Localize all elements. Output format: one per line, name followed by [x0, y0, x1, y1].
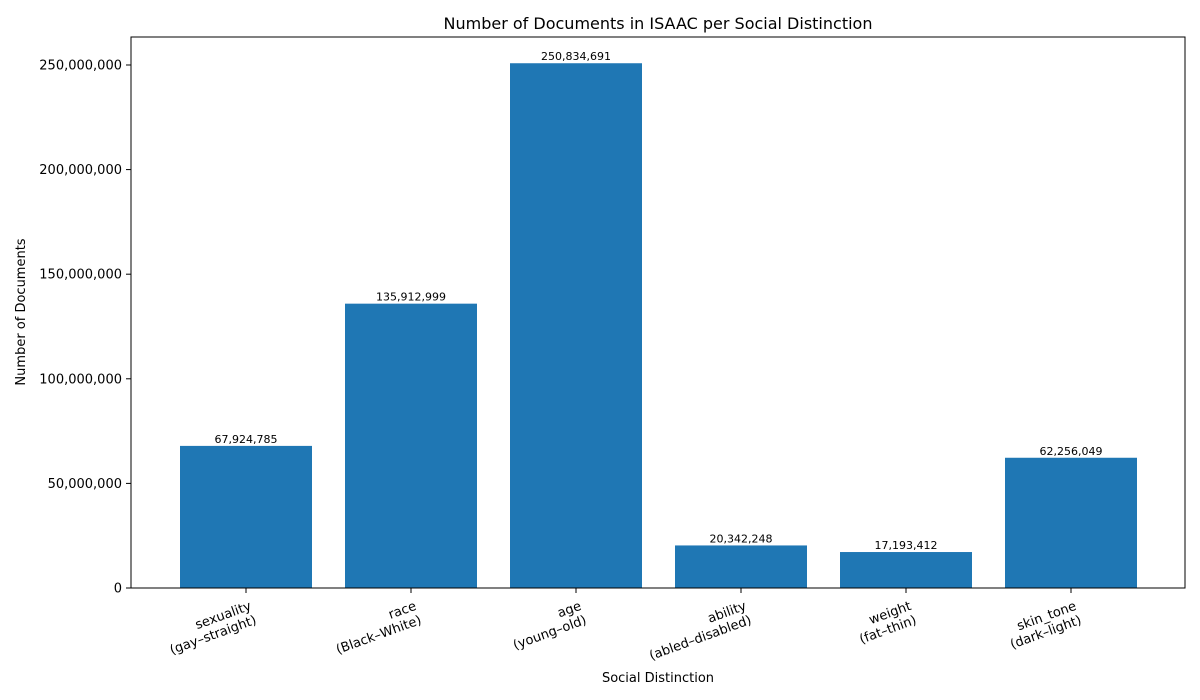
bars-group — [180, 63, 1137, 588]
x-tick-label-line-3-1: (abled–disabled) — [647, 613, 753, 664]
x-tick-label-1: race(Black–White) — [334, 599, 423, 658]
x-tick-label-2: age(young–old) — [511, 599, 588, 653]
y-tick-label-2: 100,000,000 — [39, 372, 122, 387]
plot-frame — [130, 36, 1186, 589]
y-tick-label-1: 50,000,000 — [48, 477, 122, 492]
bar-value-label-2: 250,834,691 — [541, 50, 611, 63]
bar-1 — [345, 303, 477, 588]
bar-2 — [510, 63, 642, 588]
x-axis-label: Social Distinction — [602, 671, 714, 686]
y-tick-label-3: 150,000,000 — [39, 268, 122, 283]
y-tick-label-4: 200,000,000 — [39, 163, 122, 178]
bar-value-label-1: 135,912,999 — [376, 291, 446, 304]
x-tick-label-line-1-1: (Black–White) — [334, 613, 423, 658]
bar-value-label-4: 17,193,412 — [875, 539, 938, 552]
x-tick-label-4: weight(fat–thin) — [858, 599, 919, 648]
x-axis: sexuality(gay–straight) race(Black–White)… — [168, 588, 1084, 664]
bar-4 — [840, 552, 972, 588]
bar-5 — [1005, 457, 1137, 588]
y-axis: 0 50,000,000 100,000,000 150,000,000 200,000… — [39, 58, 131, 597]
y-tick-label-0: 0 — [114, 582, 122, 597]
bar-0 — [180, 445, 312, 588]
bar-value-label-5: 62,256,049 — [1040, 445, 1103, 458]
y-axis-label: Number of Documents — [14, 238, 29, 385]
y-tick-label-5: 250,000,000 — [39, 58, 122, 73]
bar-value-label-0: 67,924,785 — [215, 433, 278, 446]
x-tick-label-0: sexuality(gay–straight) — [168, 599, 259, 658]
bar-value-label-3: 20,342,248 — [710, 532, 773, 545]
bar-3 — [675, 545, 807, 588]
x-tick-label-line-2-1: (young–old) — [511, 613, 588, 653]
chart-title: Number of Documents in ISAAC per Social … — [444, 14, 873, 33]
x-tick-label-5: skin_tone(dark–light) — [1008, 599, 1083, 653]
x-tick-label-3: ability(abled–disabled) — [647, 599, 753, 664]
bar-labels-group: 67,924,785 135,912,999 250,834,691 20,342,2… — [215, 50, 1103, 552]
